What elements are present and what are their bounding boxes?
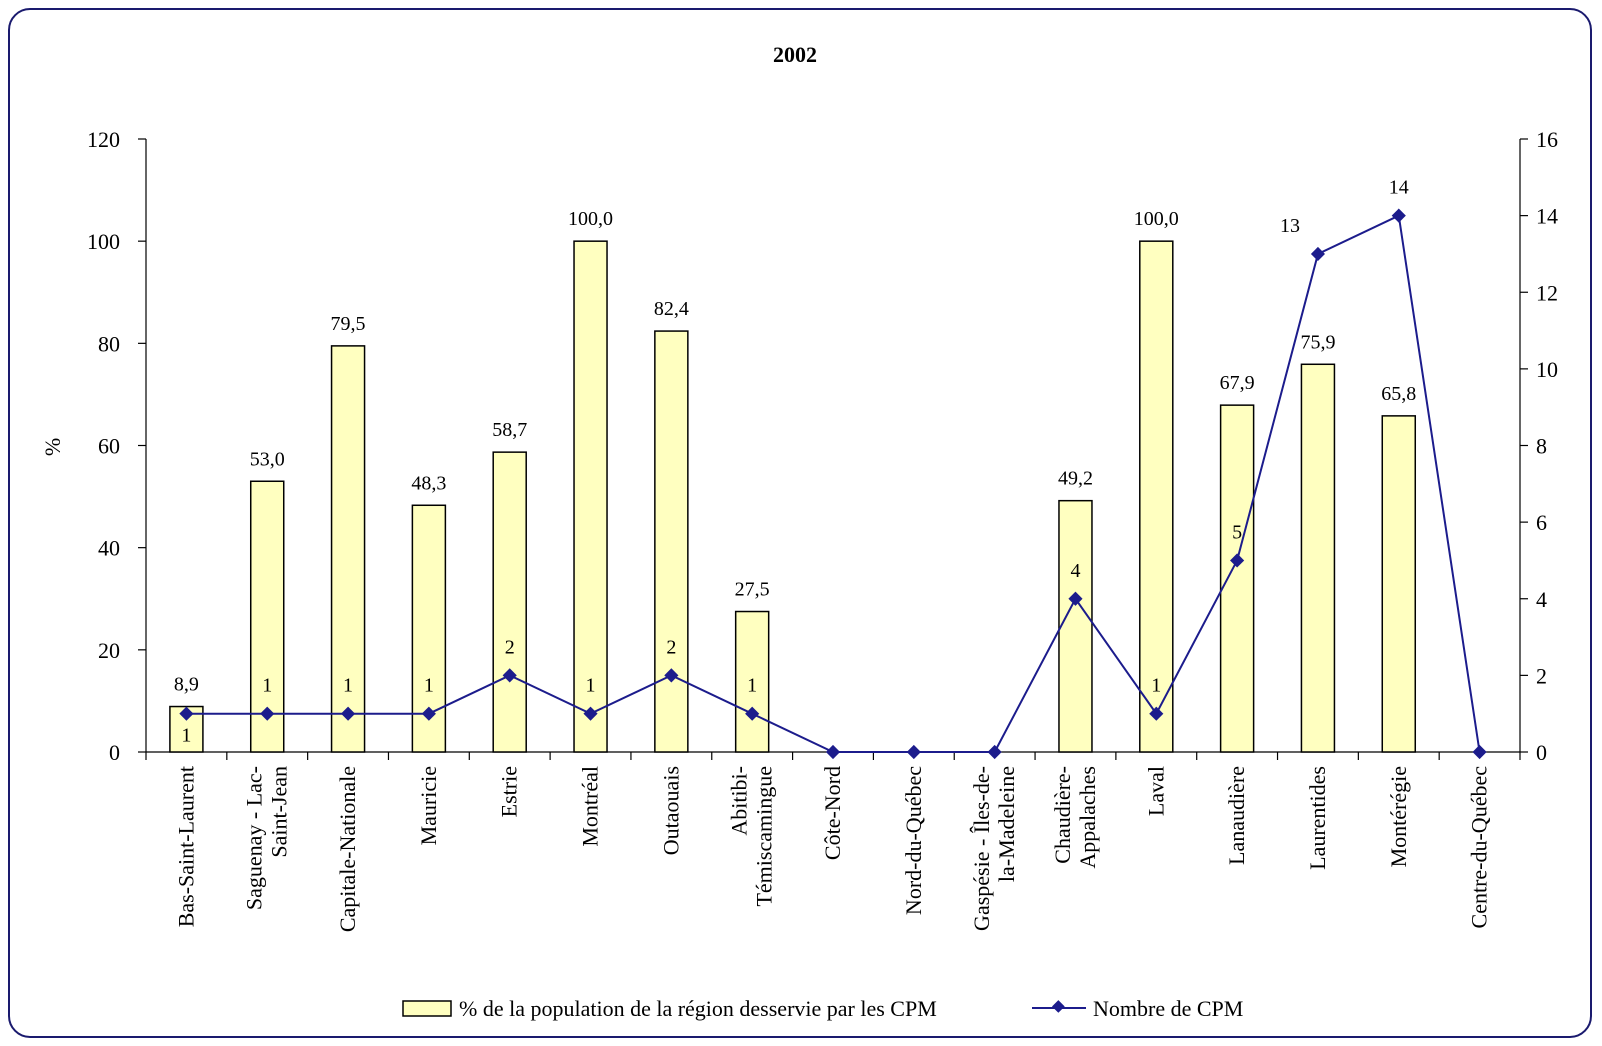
line-point bbox=[826, 745, 840, 759]
bar bbox=[1059, 501, 1092, 752]
x-tick-label: Estrie bbox=[497, 766, 522, 817]
x-tick-label: Capitale-Nationale bbox=[335, 766, 360, 932]
y2-tick-label: 0 bbox=[1536, 740, 1547, 765]
line-data-label: 1 bbox=[262, 675, 272, 697]
x-tick-label: Laval bbox=[1143, 766, 1168, 816]
line-point bbox=[988, 745, 1002, 759]
line-data-label: 1 bbox=[1151, 675, 1161, 697]
plot-area: 0204060801001200246810121416Bas-Saint-La… bbox=[87, 127, 1558, 932]
chart-title: 2002 bbox=[773, 42, 817, 67]
y2-tick-label: 2 bbox=[1536, 663, 1547, 688]
x-tick-label: Chaudière-Appalaches bbox=[1050, 766, 1100, 869]
bar-data-label: 82,4 bbox=[654, 298, 689, 320]
legend-swatch-marker bbox=[1052, 1000, 1065, 1013]
x-tick-label: Laurentides bbox=[1305, 766, 1330, 870]
x-tick-label: Bas-Saint-Laurent bbox=[173, 766, 198, 927]
legend: % de la population de la région desservi… bbox=[403, 996, 1243, 1021]
line-point bbox=[1392, 209, 1406, 223]
bar bbox=[655, 331, 688, 752]
line-data-label: 1 bbox=[424, 675, 434, 697]
line-data-label: 14 bbox=[1389, 177, 1409, 199]
y-tick-label: 40 bbox=[98, 536, 120, 561]
x-tick-label: Montérégie bbox=[1386, 766, 1411, 867]
y2-tick-label: 6 bbox=[1536, 510, 1547, 535]
line-data-label: 5 bbox=[1232, 521, 1242, 543]
y-tick-label: 100 bbox=[87, 229, 120, 254]
legend-label-bars: % de la population de la région desservi… bbox=[459, 996, 937, 1021]
x-tick-label: Nord-du-Québec bbox=[901, 766, 926, 915]
legend-label-line: Nombre de CPM bbox=[1093, 996, 1243, 1021]
y2-tick-label: 10 bbox=[1536, 357, 1558, 382]
line-point bbox=[1311, 247, 1325, 261]
series-line bbox=[186, 216, 1479, 752]
y2-tick-label: 8 bbox=[1536, 434, 1547, 459]
line-data-label: 1 bbox=[747, 675, 757, 697]
y2-tick-label: 16 bbox=[1536, 127, 1558, 152]
bar bbox=[1382, 416, 1415, 752]
x-tick-label: Côte-Nord bbox=[820, 766, 845, 860]
x-tick-label: Centre-du-Québec bbox=[1467, 766, 1492, 929]
x-tick-label: Abitibi-Témiscamingue bbox=[727, 766, 777, 907]
bar-data-label: 100,0 bbox=[1134, 208, 1179, 230]
y-tick-label: 60 bbox=[98, 434, 120, 459]
bar-data-label: 79,5 bbox=[331, 313, 366, 335]
x-tick-label: Saguenay - Lac-Saint-Jean bbox=[242, 766, 292, 910]
y-tick-label: 20 bbox=[98, 638, 120, 663]
y-tick-label: 80 bbox=[98, 331, 120, 356]
x-tick-label: Lanaudière bbox=[1224, 766, 1249, 865]
bar-data-label: 53,0 bbox=[250, 448, 285, 470]
x-tick-label: Montréal bbox=[578, 766, 603, 847]
line-data-label: 4 bbox=[1070, 560, 1080, 582]
x-tick-label: Gaspésie - Îles-de-la-Madeleine bbox=[969, 766, 1019, 931]
x-tick-label: Outaouais bbox=[658, 766, 683, 855]
line-data-label: 1 bbox=[343, 675, 353, 697]
bar-data-label: 75,9 bbox=[1300, 331, 1335, 353]
bar-data-label: 49,2 bbox=[1058, 468, 1093, 490]
bar-data-label: 58,7 bbox=[492, 419, 527, 441]
line-data-label: 13 bbox=[1280, 215, 1300, 237]
line-point bbox=[1473, 745, 1487, 759]
y2-tick-label: 12 bbox=[1536, 280, 1558, 305]
y2-tick-label: 4 bbox=[1536, 587, 1547, 612]
bar bbox=[493, 452, 526, 752]
y-axis-label: % bbox=[40, 438, 65, 456]
bar-data-label: 67,9 bbox=[1220, 372, 1255, 394]
line-data-label: 2 bbox=[666, 636, 676, 658]
bar bbox=[1221, 405, 1254, 752]
line-data-label: 2 bbox=[505, 636, 515, 658]
bar-data-label: 27,5 bbox=[735, 579, 770, 601]
line-data-label: 1 bbox=[586, 675, 596, 697]
bar-data-label: 65,8 bbox=[1381, 383, 1416, 405]
y-tick-label: 0 bbox=[109, 740, 120, 765]
bar bbox=[1301, 364, 1334, 752]
line-point bbox=[907, 745, 921, 759]
line-data-label: 1 bbox=[181, 725, 191, 747]
y-tick-label: 120 bbox=[87, 127, 120, 152]
bar-data-label: 100,0 bbox=[568, 208, 613, 230]
bar-data-label: 48,3 bbox=[411, 472, 446, 494]
bar-data-label: 8,9 bbox=[174, 674, 199, 696]
x-tick-label: Mauricie bbox=[416, 766, 441, 845]
legend-swatch-bars bbox=[403, 1001, 451, 1016]
y2-tick-label: 14 bbox=[1536, 204, 1558, 229]
